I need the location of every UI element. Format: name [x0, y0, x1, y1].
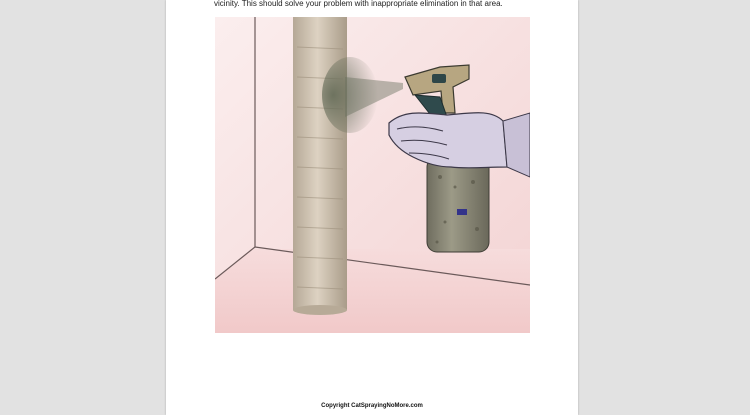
nozzle-dark-part [432, 74, 446, 83]
spray-nozzle [404, 64, 470, 114]
spray-mist [322, 57, 378, 133]
footer-copyright: Copyright CatSprayingNoMore.com [321, 403, 423, 409]
illustration-svg [215, 17, 530, 333]
floor-left-edge [215, 246, 256, 280]
spray-bottle-body [426, 156, 490, 253]
floor [215, 249, 530, 333]
post-texture [296, 46, 344, 290]
hand-finger-lines [396, 126, 450, 160]
bottle-label-mark [457, 209, 467, 215]
wrist [502, 112, 530, 178]
document-page: vicinity. This should solve your problem… [166, 0, 578, 415]
spray-bottle-illustration [215, 17, 530, 333]
post-base [293, 305, 347, 315]
bottle-speckles [435, 175, 479, 244]
spray-stream [345, 77, 403, 117]
paragraph-text: vicinity. This should solve your problem… [214, 0, 503, 8]
